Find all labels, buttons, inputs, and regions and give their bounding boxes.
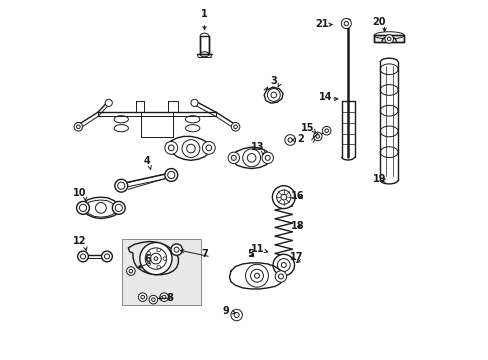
Text: 10: 10 — [73, 188, 86, 198]
Circle shape — [149, 296, 157, 304]
Circle shape — [141, 296, 144, 299]
Text: 14: 14 — [318, 92, 331, 102]
Text: 19: 19 — [372, 174, 386, 184]
Circle shape — [151, 298, 155, 301]
Circle shape — [386, 37, 390, 41]
Circle shape — [315, 135, 319, 138]
Bar — [122, 239, 201, 305]
Text: 15: 15 — [301, 123, 314, 133]
Circle shape — [322, 126, 330, 135]
Text: 8: 8 — [166, 293, 173, 303]
Circle shape — [140, 243, 172, 275]
Circle shape — [164, 168, 177, 181]
Circle shape — [77, 125, 80, 129]
Circle shape — [138, 293, 147, 301]
Text: 17: 17 — [289, 252, 303, 262]
Circle shape — [154, 257, 157, 260]
Circle shape — [112, 202, 125, 214]
Text: 21: 21 — [314, 18, 328, 28]
Circle shape — [384, 35, 393, 43]
Circle shape — [242, 149, 260, 167]
Circle shape — [281, 194, 286, 200]
Circle shape — [162, 296, 165, 299]
Circle shape — [190, 99, 198, 107]
Text: 3: 3 — [270, 76, 277, 86]
Text: 1: 1 — [201, 9, 207, 19]
Circle shape — [276, 190, 290, 204]
Circle shape — [167, 171, 175, 179]
Text: 5: 5 — [247, 249, 254, 259]
Text: 11: 11 — [251, 244, 264, 254]
Circle shape — [145, 248, 166, 269]
Text: 12: 12 — [73, 237, 86, 247]
Circle shape — [231, 122, 240, 131]
Circle shape — [344, 21, 348, 26]
Circle shape — [231, 156, 236, 160]
Circle shape — [74, 122, 82, 131]
Circle shape — [168, 145, 174, 151]
Circle shape — [174, 247, 179, 252]
Circle shape — [150, 253, 161, 264]
Circle shape — [163, 257, 166, 260]
Circle shape — [247, 154, 255, 162]
Circle shape — [233, 125, 237, 129]
Circle shape — [80, 204, 86, 211]
Circle shape — [245, 264, 268, 287]
Text: 9: 9 — [222, 306, 229, 316]
Circle shape — [277, 258, 290, 271]
Text: 16: 16 — [290, 191, 304, 201]
Circle shape — [81, 254, 85, 259]
Circle shape — [270, 92, 276, 98]
Circle shape — [118, 182, 124, 189]
Circle shape — [164, 141, 177, 154]
Text: 6: 6 — [143, 253, 150, 264]
Circle shape — [267, 89, 280, 102]
Circle shape — [77, 202, 89, 214]
Circle shape — [287, 138, 292, 142]
Circle shape — [254, 273, 259, 278]
Text: 4: 4 — [143, 157, 150, 166]
Circle shape — [102, 251, 112, 262]
Circle shape — [126, 267, 135, 275]
Circle shape — [234, 312, 239, 318]
Circle shape — [285, 135, 295, 145]
Circle shape — [275, 271, 286, 282]
Circle shape — [272, 254, 294, 276]
Circle shape — [157, 248, 160, 252]
Circle shape — [250, 269, 263, 282]
Circle shape — [105, 99, 112, 107]
Circle shape — [324, 129, 328, 132]
Circle shape — [227, 152, 239, 163]
Circle shape — [264, 156, 270, 160]
Circle shape — [205, 145, 211, 151]
Circle shape — [95, 203, 106, 213]
Circle shape — [104, 254, 109, 259]
Circle shape — [186, 144, 195, 153]
Text: 20: 20 — [371, 17, 385, 27]
Circle shape — [160, 293, 168, 301]
Circle shape — [230, 309, 242, 321]
Circle shape — [115, 179, 127, 192]
Circle shape — [202, 141, 215, 154]
Circle shape — [146, 252, 150, 255]
Circle shape — [341, 18, 350, 28]
Circle shape — [129, 269, 132, 273]
Circle shape — [157, 265, 160, 269]
Text: 7: 7 — [202, 249, 208, 258]
Circle shape — [313, 132, 322, 141]
Circle shape — [262, 152, 273, 163]
Text: 18: 18 — [290, 221, 304, 231]
Circle shape — [278, 274, 283, 279]
Circle shape — [171, 244, 182, 255]
Polygon shape — [373, 35, 404, 42]
Circle shape — [146, 262, 150, 266]
Text: 13: 13 — [250, 142, 264, 152]
Circle shape — [281, 262, 285, 267]
Circle shape — [182, 140, 200, 157]
Circle shape — [78, 251, 88, 262]
Circle shape — [115, 204, 122, 211]
Circle shape — [272, 186, 295, 208]
Text: 2: 2 — [297, 134, 304, 144]
